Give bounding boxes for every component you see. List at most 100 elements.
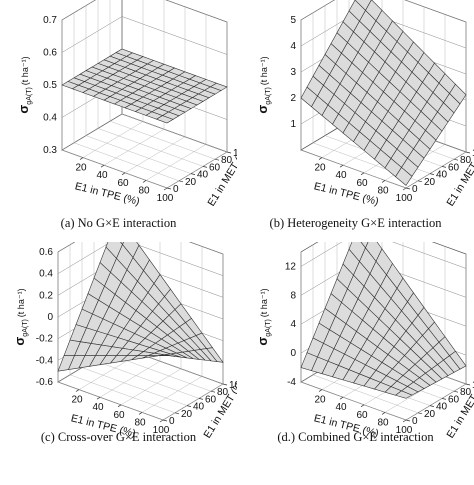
- z-axis-label: σgA(T)(t ha⁻¹): [255, 288, 272, 345]
- x-tick-label: 20: [314, 163, 326, 174]
- y-tick: [405, 419, 411, 422]
- y-tick-label: 80: [460, 155, 472, 166]
- panel-d: -40481220406080100020406080100E1 in TPE …: [237, 242, 474, 484]
- y-tick-label: 20: [424, 409, 436, 420]
- x-axis-label: E1 in TPE (%): [74, 180, 141, 208]
- surface-cell: [155, 115, 174, 124]
- x-tick-label: 60: [356, 178, 368, 189]
- x-tick-label: 60: [356, 410, 368, 421]
- x-tick-label: 20: [314, 395, 326, 406]
- y-tick-label: 20: [424, 177, 436, 188]
- caption-a: (a) No G×E interaction: [60, 216, 177, 230]
- y-tick-label: 0: [412, 416, 418, 427]
- y-tick: [166, 187, 172, 190]
- x-tick-label: 100: [396, 425, 413, 436]
- x-tick-label: 80: [138, 185, 150, 196]
- z-tick-label: 4: [290, 319, 296, 330]
- y-gridline: [312, 12, 419, 181]
- x-tick: [381, 180, 386, 183]
- y-tick: [226, 151, 232, 154]
- z-tick-label: -0.4: [36, 355, 54, 366]
- z-tick-label: 0.3: [43, 145, 57, 156]
- y-tick-label: 0: [173, 184, 179, 195]
- x-tick: [360, 172, 365, 176]
- x-tick: [339, 164, 344, 168]
- z-tick-label: 2: [290, 93, 296, 104]
- y-tick: [429, 173, 435, 175]
- z-gridline: [300, 0, 467, 23]
- x-tick-label: 20: [71, 395, 83, 406]
- z-tick-label: 0.4: [39, 269, 53, 280]
- surface-plot-a: 0.30.40.50.60.720406080100020406080100E1…: [16, 0, 237, 208]
- y-tick: [465, 151, 471, 154]
- x-tick: [159, 419, 164, 423]
- x-tick-label: 100: [153, 425, 170, 436]
- y-tick: [190, 173, 196, 175]
- z-tick-label: -0.6: [36, 377, 54, 388]
- z-tick-label: 3: [290, 67, 296, 78]
- y-tick-label: 0: [169, 416, 175, 427]
- surface: [300, 242, 467, 399]
- y-gridline: [121, 0, 228, 153]
- z-tick-label: 1: [290, 119, 296, 130]
- x-tick: [339, 396, 344, 400]
- x-tick-label: 20: [75, 163, 87, 174]
- y-tick: [417, 412, 423, 415]
- x-tick: [318, 157, 323, 160]
- y-tick-label: 60: [448, 162, 460, 173]
- caption-b: (b) Heterogeneity G×E interaction: [269, 216, 442, 230]
- z-axis-label: σgA(T)(t ha⁻¹): [255, 56, 272, 113]
- y-tick: [178, 180, 184, 183]
- z-tick-label: 8: [290, 290, 296, 301]
- y-tick-label: 100: [472, 380, 474, 391]
- surface: [300, 0, 467, 186]
- x-tick-label: 80: [377, 185, 389, 196]
- y-tick-label: 80: [221, 155, 233, 166]
- y-tick: [417, 180, 423, 183]
- y-tick-label: 60: [205, 394, 217, 405]
- z-tick-label: -0.2: [36, 334, 54, 345]
- panel-a: 0.30.40.50.60.720406080100020406080100E1…: [0, 0, 237, 242]
- y-tick-label: 40: [193, 402, 205, 413]
- caption-d: (d.) Combined G×E interaction: [277, 430, 434, 444]
- x-tick-label: 40: [92, 402, 104, 413]
- y-tick: [222, 383, 228, 386]
- x-tick-label: 60: [113, 410, 125, 421]
- x-tick-label: 40: [335, 402, 347, 413]
- y-tick-label: 20: [185, 177, 197, 188]
- x-tick: [318, 389, 323, 392]
- y-gridline: [300, 252, 407, 421]
- surface-plot-b: 1234520406080100020406080100E1 in TPE (%…: [255, 0, 474, 208]
- z-tick-label: -4: [287, 377, 296, 388]
- x-tick: [381, 412, 386, 415]
- x-tick: [402, 187, 407, 191]
- y-tick: [441, 398, 447, 400]
- y-gridline: [300, 20, 407, 189]
- x-tick: [96, 396, 101, 400]
- x-tick: [121, 172, 126, 176]
- z-tick-label: 0.6: [43, 48, 57, 59]
- y-tick-label: 40: [197, 170, 209, 181]
- y-gridline: [85, 5, 192, 174]
- x-tick: [117, 404, 122, 408]
- y-tick: [405, 187, 411, 190]
- x-tick-label: 60: [117, 178, 129, 189]
- x-tick: [79, 157, 84, 160]
- y-tick-label: 100: [229, 380, 237, 391]
- z-gridline: [57, 242, 224, 276]
- y-tick-label: 40: [436, 170, 448, 181]
- x-tick: [163, 187, 168, 191]
- x-tick: [360, 404, 365, 408]
- z-tick-label: 0.7: [43, 15, 57, 26]
- caption-c: (c) Cross-over G×E interaction: [40, 430, 197, 444]
- z-gridline: [300, 242, 467, 269]
- x-tick-label: 100: [157, 193, 174, 204]
- z-gridline: [61, 0, 228, 23]
- y-tick: [453, 390, 459, 393]
- z-gridline: [61, 113, 228, 153]
- z-tick-label: 0: [47, 312, 53, 323]
- y-gridline: [69, 244, 176, 413]
- y-tick-label: 0: [412, 184, 418, 195]
- z-tick-label: 0.6: [39, 247, 53, 258]
- y-tick: [162, 419, 168, 422]
